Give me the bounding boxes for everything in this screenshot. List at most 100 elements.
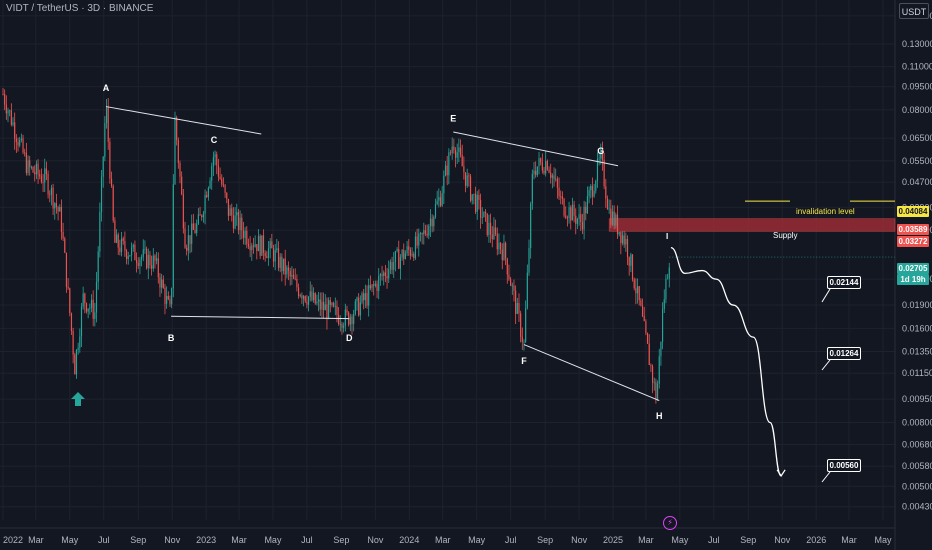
supply-label: Supply (773, 231, 798, 240)
candle-body (201, 215, 203, 218)
candle-body (601, 149, 604, 160)
candle-body (29, 160, 31, 168)
target-pointer (821, 359, 831, 371)
x-tick-label: May (61, 535, 79, 545)
candle-body (588, 190, 590, 197)
candle-body (334, 306, 336, 307)
candle-body (376, 283, 378, 291)
x-tick-label: Jul (708, 535, 720, 545)
candle-body (625, 239, 627, 245)
candle-body (591, 185, 594, 197)
candle-body (70, 313, 73, 332)
candle-body (633, 279, 635, 289)
candle-body (369, 285, 371, 289)
candle-body (266, 256, 268, 258)
candle-body (62, 231, 64, 239)
candle-body (79, 336, 81, 348)
candle-body (302, 296, 305, 299)
candle-body (45, 168, 47, 174)
candle-body (608, 208, 610, 210)
projection-path (670, 247, 782, 477)
candle-body (262, 235, 265, 253)
candle-body (57, 207, 59, 212)
candle-body (341, 323, 343, 328)
candle-body (436, 200, 438, 205)
y-tick-label: 0.00800 (902, 417, 932, 427)
candle-body (394, 251, 396, 262)
candle-body (555, 178, 557, 180)
candle-body (551, 175, 553, 178)
candle-body (476, 195, 478, 212)
candle-body (358, 297, 360, 316)
candle-body (24, 152, 26, 154)
candle-body (571, 204, 573, 221)
candle-body (503, 243, 505, 261)
candle-body (396, 249, 398, 252)
candle-body (618, 232, 620, 235)
candle-body (217, 165, 219, 177)
candle-body (191, 223, 193, 244)
candle-body (421, 233, 423, 235)
wave-point-h: H (656, 411, 663, 421)
candle-body (583, 206, 585, 230)
candle-body (329, 300, 331, 305)
candle-body (456, 152, 458, 158)
wave-marker-i: I (666, 232, 669, 241)
candle-body (414, 236, 417, 259)
candle-body (67, 286, 69, 289)
candle-body (277, 248, 280, 268)
x-tick-label: Mar (638, 535, 654, 545)
candle-body (127, 256, 129, 260)
candle-body (448, 152, 450, 176)
y-tick-label: 0.09500 (902, 82, 932, 92)
candle-body (206, 195, 208, 198)
candle-body (646, 333, 649, 344)
candle-body (69, 288, 71, 314)
x-tick-label: May (874, 535, 892, 545)
candle-body (9, 110, 11, 112)
candle-body (541, 162, 543, 171)
candle-body (74, 354, 76, 375)
candle-body (281, 256, 283, 272)
candle-body (247, 244, 250, 247)
candle-body (47, 173, 49, 195)
x-tick-label: Jul (301, 535, 313, 545)
candle-body (459, 147, 462, 156)
candle-body (119, 247, 121, 253)
candle-body (640, 300, 642, 306)
trendline (523, 344, 660, 402)
candle-body (314, 292, 316, 304)
candle-body (665, 278, 667, 300)
candle-body (146, 248, 148, 269)
candle-body (343, 325, 345, 328)
candle-body (171, 288, 173, 305)
candle-body (254, 244, 256, 247)
candle-body (125, 250, 128, 260)
candle-body (581, 222, 584, 230)
candle-body (479, 199, 482, 218)
candle-body (65, 252, 68, 287)
candle-body (318, 299, 320, 302)
badge-supply-high: 0.03589 (897, 224, 929, 235)
x-tick-label: 2026 (806, 535, 826, 545)
candle-body (181, 176, 183, 195)
wave-point-d: D (346, 333, 353, 343)
y-tick-label: 0.00430 (902, 502, 932, 512)
candle-body (166, 295, 168, 304)
candle-body (192, 223, 194, 230)
candle-body (658, 356, 660, 384)
lightning-icon[interactable]: ⚡ (663, 516, 677, 530)
candle-body (443, 175, 445, 194)
candle-body (129, 255, 131, 257)
candle-body (50, 187, 53, 195)
candle-body (137, 262, 139, 266)
candle-body (261, 235, 263, 256)
symbol-title[interactable]: VIDT / TetherUS · 3D · BINANCE (6, 3, 154, 14)
candle-body (416, 236, 418, 246)
candle-body (226, 192, 228, 199)
currency-button[interactable]: USDT (899, 3, 929, 19)
candle-body (174, 117, 176, 185)
candle-body (55, 203, 58, 208)
candle-body (570, 207, 572, 221)
